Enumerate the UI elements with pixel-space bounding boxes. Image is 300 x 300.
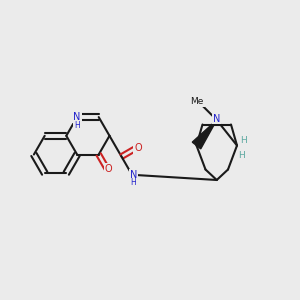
Text: O: O — [105, 164, 112, 174]
Text: N: N — [130, 170, 137, 180]
Polygon shape — [192, 120, 217, 149]
Text: H: H — [238, 151, 244, 160]
Text: N: N — [213, 113, 220, 124]
Text: H: H — [240, 136, 247, 145]
Text: N: N — [74, 112, 81, 122]
Text: H: H — [130, 178, 136, 188]
Text: H: H — [74, 121, 80, 130]
Text: Me: Me — [190, 97, 204, 106]
Text: O: O — [134, 143, 142, 153]
